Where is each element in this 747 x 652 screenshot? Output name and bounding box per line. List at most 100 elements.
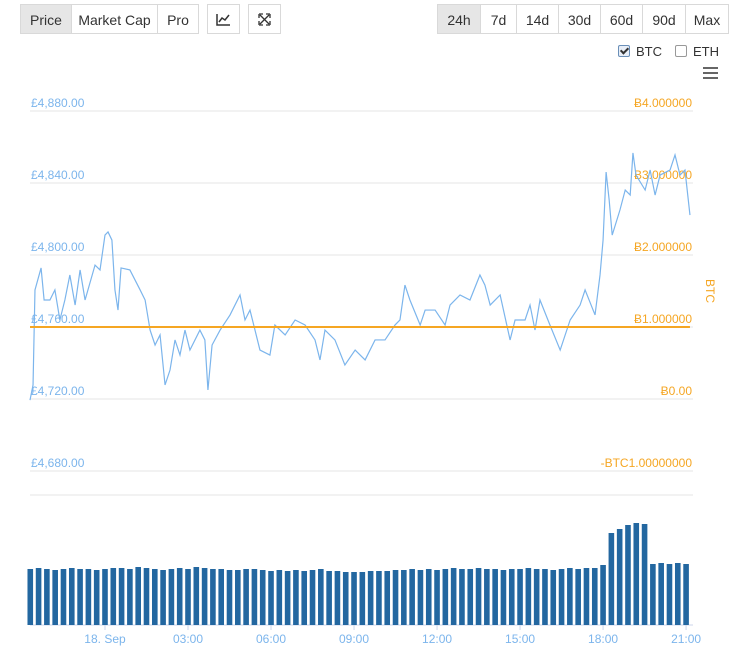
volume-bar: [102, 569, 108, 625]
range-button[interactable]: 24h: [437, 4, 481, 34]
volume-bar: [475, 568, 482, 625]
volume-bar: [583, 568, 590, 625]
x-tick-label: 06:00: [256, 632, 286, 646]
volume-bar: [44, 569, 50, 625]
volume-bar: [284, 571, 291, 625]
volume-bar: [608, 533, 615, 625]
volume-bar: [60, 569, 67, 625]
volume-bar: [376, 571, 382, 625]
volume-bar: [326, 571, 332, 625]
volume-bar: [417, 570, 424, 625]
y-tick-label: £4,800.00: [31, 240, 85, 254]
volume-bar: [176, 568, 183, 625]
volume-bar: [68, 568, 75, 625]
menu-icon[interactable]: [703, 67, 718, 79]
volume-bar: [193, 567, 200, 625]
volume-bar: [351, 572, 357, 625]
volume-bar: [517, 569, 523, 625]
volume-bar: [500, 570, 507, 625]
legend-item[interactable]: BTC: [618, 44, 662, 60]
volume-bar: [160, 570, 166, 625]
volume-bar: [508, 569, 515, 625]
volume-bar: [243, 569, 249, 625]
volume-bar: [27, 569, 34, 625]
volume-bar: [276, 570, 283, 625]
volume-bar: [118, 568, 125, 625]
volume-bar: [633, 523, 640, 625]
volume-bar: [259, 570, 266, 625]
x-tick-label: 18. Sep: [84, 632, 126, 646]
volume-bar: [450, 568, 457, 625]
x-tick-label: 09:00: [339, 632, 369, 646]
volume-bar: [674, 563, 681, 625]
y-tick-label: £4,720.00: [31, 384, 85, 398]
y2-tick-label: Ƀ2.000000: [634, 240, 692, 254]
view-button[interactable]: Price: [20, 4, 72, 34]
y2-tick-label: Ƀ1.000000: [634, 312, 692, 326]
volume-bar: [309, 570, 316, 625]
view-button[interactable]: Pro: [157, 4, 199, 34]
view-button[interactable]: Market Cap: [71, 4, 158, 34]
range-button[interactable]: 14d: [516, 4, 559, 34]
legend-label: BTC: [636, 44, 662, 59]
volume-bar: [467, 569, 474, 625]
volume-bar: [525, 568, 532, 625]
volume-bar: [616, 529, 623, 625]
icon-button[interactable]: [248, 4, 281, 34]
volume-bar: [151, 569, 158, 625]
range-button[interactable]: 30d: [558, 4, 601, 34]
x-tick-label: 03:00: [173, 632, 203, 646]
volume-bar: [342, 572, 349, 625]
checkbox[interactable]: [618, 45, 630, 57]
volume-bar: [127, 569, 133, 625]
range-button[interactable]: 60d: [600, 4, 643, 34]
volume-bar: [110, 568, 117, 625]
volume-bar: [85, 569, 92, 625]
volume-bar: [484, 569, 490, 625]
y-tick-label: £4,760.00: [31, 312, 85, 326]
checkbox[interactable]: [675, 45, 687, 57]
volume-bar: [35, 568, 42, 625]
volume-bar: [650, 564, 656, 625]
volume-bar: [301, 571, 308, 625]
x-tick-label: 18:00: [588, 632, 618, 646]
volume-bar: [251, 569, 258, 625]
legend-item[interactable]: ETH: [675, 44, 719, 60]
range-button[interactable]: Max: [685, 4, 729, 34]
volume-bar: [567, 568, 573, 625]
volume-bar: [409, 569, 415, 625]
y2-tick-label: -BTC1.00000000: [601, 456, 693, 470]
volume-bar: [666, 564, 673, 625]
volume-bar: [600, 565, 606, 625]
volume-bar: [334, 571, 341, 625]
x-tick-label: 12:00: [422, 632, 452, 646]
volume-bar: [558, 569, 565, 625]
volume-bar: [135, 567, 141, 625]
volume-bar: [641, 524, 648, 625]
range-button[interactable]: 90d: [642, 4, 686, 34]
volume-bar: [384, 571, 391, 625]
y2-axis-title: BTC: [703, 279, 717, 303]
volume-bar: [93, 570, 100, 625]
y-tick-label: £4,680.00: [31, 456, 85, 470]
series-line: [29, 152, 691, 401]
volume-bar: [201, 568, 208, 625]
y2-tick-label: Ƀ0.00: [661, 384, 693, 398]
range-button[interactable]: 7d: [480, 4, 517, 34]
volume-bar: [318, 569, 324, 625]
volume-bar: [575, 569, 581, 625]
volume-bar: [542, 569, 548, 625]
volume-bar: [210, 569, 216, 625]
volume-bar: [143, 568, 150, 625]
volume-bar: [492, 569, 498, 625]
volume-bar: [392, 570, 399, 625]
x-tick-label: 21:00: [671, 632, 701, 646]
y2-tick-label: Ƀ4.000000: [634, 96, 692, 110]
volume-bar: [425, 569, 432, 625]
fullscreen-icon: [258, 13, 271, 26]
volume-bar: [533, 569, 540, 625]
volume-bar: [226, 570, 233, 625]
icon-button[interactable]: [207, 4, 240, 34]
